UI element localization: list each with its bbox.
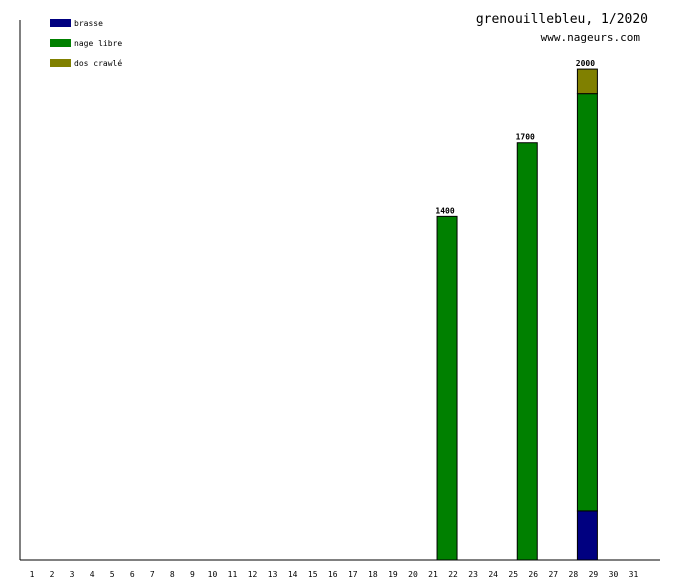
bars bbox=[436, 68, 598, 561]
x-tick-label: 19 bbox=[388, 570, 398, 579]
x-tick-label: 5 bbox=[110, 570, 115, 579]
x-tick-label: 21 bbox=[428, 570, 438, 579]
x-tick-label: 25 bbox=[508, 570, 518, 579]
x-tick-label: 10 bbox=[208, 570, 218, 579]
x-tick-label: 22 bbox=[448, 570, 458, 579]
legend: brasse nage libre dos crawlé bbox=[50, 19, 122, 68]
x-tick-label: 8 bbox=[170, 570, 175, 579]
x-tick-labels: 1 2 3 4 5 6 7 8 9 10 11 12 13 14 15 16 17 18 19 20 21 22 23 24 2… bbox=[30, 570, 639, 579]
x-tick-label: 3 bbox=[70, 570, 75, 579]
x-tick-label: 14 bbox=[288, 570, 298, 579]
bar-segment-2 bbox=[576, 68, 598, 95]
x-tick-label: 30 bbox=[609, 570, 619, 579]
total-labels: 1400 1700 2000 bbox=[435, 59, 595, 215]
bar-segment-1 bbox=[576, 93, 598, 512]
x-tick-label: 13 bbox=[268, 570, 278, 579]
x-tick-label: 31 bbox=[629, 570, 639, 579]
legend-swatch bbox=[50, 59, 71, 67]
bar-segment-0 bbox=[576, 510, 598, 561]
x-tick-label: 27 bbox=[548, 570, 558, 579]
x-tick-label: 17 bbox=[348, 570, 358, 579]
x-tick-label: 16 bbox=[328, 570, 338, 579]
x-tick-label: 4 bbox=[90, 570, 95, 579]
x-tick-label: 11 bbox=[228, 570, 238, 579]
chart-title: grenouillebleu, 1/2020 bbox=[476, 12, 648, 27]
x-tick-label: 24 bbox=[488, 570, 498, 579]
legend-label: nage libre bbox=[74, 39, 122, 48]
bar-total-label: 1700 bbox=[516, 133, 535, 142]
x-tick-label: 1 bbox=[30, 570, 35, 579]
x-tick-label: 6 bbox=[130, 570, 135, 579]
x-tick-label: 23 bbox=[468, 570, 478, 579]
x-tick-label: 9 bbox=[190, 570, 195, 579]
legend-swatch bbox=[50, 19, 71, 27]
x-tick-label: 28 bbox=[569, 570, 579, 579]
x-tick-label: 26 bbox=[528, 570, 538, 579]
x-tick-label: 15 bbox=[308, 570, 318, 579]
bar-segment-1 bbox=[436, 215, 458, 561]
x-tick-label: 20 bbox=[408, 570, 418, 579]
bar-total-label: 1400 bbox=[435, 206, 454, 215]
legend-label: dos crawlé bbox=[74, 58, 122, 68]
bar-total-label: 2000 bbox=[576, 59, 595, 68]
bar-segment-1 bbox=[516, 142, 538, 561]
x-tick-label: 2 bbox=[50, 570, 55, 579]
x-tick-label: 18 bbox=[368, 570, 378, 579]
legend-label: brasse bbox=[74, 19, 103, 28]
x-tick-label: 12 bbox=[248, 570, 258, 579]
x-tick-label: 29 bbox=[589, 570, 599, 579]
site-url: www.nageurs.com bbox=[541, 31, 641, 44]
axes bbox=[19, 20, 660, 561]
legend-swatch bbox=[50, 39, 71, 47]
x-tick-label: 7 bbox=[150, 570, 155, 579]
